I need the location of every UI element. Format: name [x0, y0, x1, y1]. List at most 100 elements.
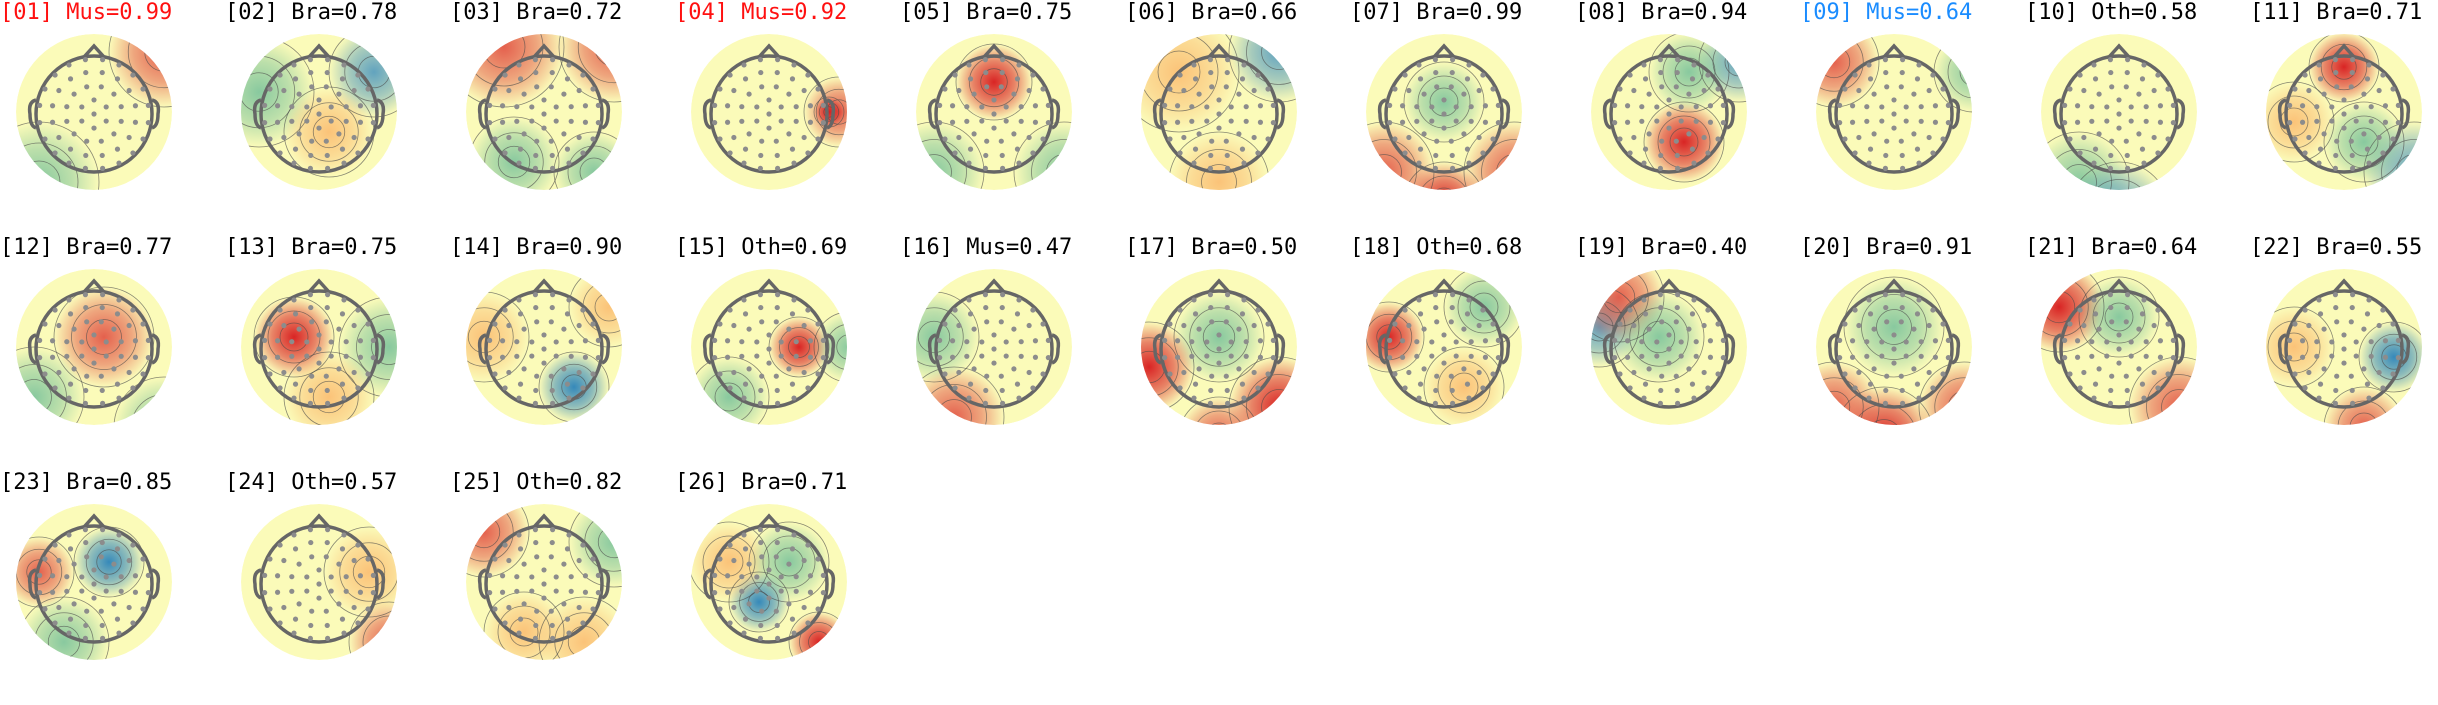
electrode-markers	[2287, 57, 2401, 171]
head-outline	[27, 278, 161, 409]
component-cell[interactable]: [23] Bra=0.85	[0, 470, 225, 705]
scalp-topomap	[16, 269, 172, 425]
scalp-topomap	[16, 34, 172, 190]
electrode-markers	[262, 292, 376, 406]
component-title: [19] Bra=0.40	[1575, 235, 1800, 261]
electrode-markers	[37, 57, 151, 171]
component-cell[interactable]: [04] Mus=0.92	[675, 0, 900, 235]
head-outline	[252, 43, 386, 174]
scalp-topomap	[1141, 269, 1297, 425]
electrode-markers	[1837, 292, 1951, 406]
component-label: Oth=0.57	[291, 470, 398, 495]
electrode-markers	[1162, 57, 1276, 171]
scalp-topomap	[1141, 34, 1297, 190]
component-title: [14] Bra=0.90	[450, 235, 675, 261]
component-cell[interactable]: [15] Oth=0.69	[675, 235, 900, 470]
component-id: [15]	[675, 235, 728, 260]
head-outline	[1377, 43, 1511, 174]
head-outline	[1827, 278, 1961, 409]
component-cell[interactable]: [11] Bra=0.71	[2250, 0, 2438, 235]
electrode-markers	[937, 57, 1051, 171]
scalp-topomap	[241, 269, 397, 425]
scalp-topomap	[2266, 269, 2422, 425]
component-label: Bra=0.99	[1416, 0, 1523, 25]
head-outline	[1377, 278, 1511, 409]
component-label: Bra=0.94	[1641, 0, 1748, 25]
component-cell[interactable]: [16] Mus=0.47	[900, 235, 1125, 470]
component-title: [15] Oth=0.69	[675, 235, 900, 261]
head-outline	[702, 278, 836, 409]
component-cell[interactable]: [21] Bra=0.64	[2025, 235, 2250, 470]
component-cell[interactable]: [17] Bra=0.50	[1125, 235, 1350, 470]
component-title: [26] Bra=0.71	[675, 470, 900, 496]
component-cell[interactable]: [09] Mus=0.64	[1800, 0, 2025, 235]
component-label: Oth=0.69	[741, 235, 848, 260]
component-title: [07] Bra=0.99	[1350, 0, 1575, 26]
electrode-markers	[1387, 57, 1501, 171]
scalp-topomap	[466, 269, 622, 425]
component-label: Bra=0.40	[1641, 235, 1748, 260]
component-title: [12] Bra=0.77	[0, 235, 225, 261]
component-cell[interactable]: [20] Bra=0.91	[1800, 235, 2025, 470]
head-outline	[1827, 43, 1961, 174]
head-outline	[2052, 278, 2186, 409]
component-cell[interactable]: [26] Bra=0.71	[675, 470, 900, 705]
component-label: Bra=0.71	[2316, 0, 2423, 25]
head-outline	[252, 513, 386, 644]
head-outline	[1152, 43, 1286, 174]
scalp-topomap	[916, 34, 1072, 190]
component-label: Bra=0.85	[66, 470, 173, 495]
component-cell[interactable]: [01] Mus=0.99	[0, 0, 225, 235]
scalp-topomap	[1816, 269, 1972, 425]
component-title: [22] Bra=0.55	[2250, 235, 2438, 261]
component-cell[interactable]: [22] Bra=0.55	[2250, 235, 2438, 470]
component-label: Mus=0.99	[66, 0, 173, 25]
component-cell[interactable]: [03] Bra=0.72	[450, 0, 675, 235]
head-outline	[927, 278, 1061, 409]
component-title: [08] Bra=0.94	[1575, 0, 1800, 26]
component-cell[interactable]: [08] Bra=0.94	[1575, 0, 1800, 235]
head-outline	[477, 43, 611, 174]
component-cell[interactable]: [14] Bra=0.90	[450, 235, 675, 470]
component-title: [04] Mus=0.92	[675, 0, 900, 26]
electrode-markers	[1387, 292, 1501, 406]
head-outline	[2277, 278, 2411, 409]
component-id: [22]	[2250, 235, 2303, 260]
component-id: [11]	[2250, 0, 2303, 25]
component-id: [08]	[1575, 0, 1628, 25]
component-title: [13] Bra=0.75	[225, 235, 450, 261]
component-id: [24]	[225, 470, 278, 495]
component-label: Oth=0.58	[2091, 0, 2198, 25]
scalp-topomap	[241, 504, 397, 660]
component-id: [19]	[1575, 235, 1628, 260]
component-cell[interactable]: [19] Bra=0.40	[1575, 235, 1800, 470]
component-id: [13]	[225, 235, 278, 260]
component-id: [18]	[1350, 235, 1403, 260]
component-cell[interactable]: [18] Oth=0.68	[1350, 235, 1575, 470]
electrode-markers	[487, 527, 601, 641]
component-cell[interactable]: [25] Oth=0.82	[450, 470, 675, 705]
electrode-markers	[487, 292, 601, 406]
component-cell[interactable]: [07] Bra=0.99	[1350, 0, 1575, 235]
component-cell[interactable]: [05] Bra=0.75	[900, 0, 1125, 235]
head-outline	[477, 278, 611, 409]
component-cell[interactable]: [10] Oth=0.58	[2025, 0, 2250, 235]
electrode-markers	[1162, 292, 1276, 406]
component-label: Mus=0.92	[741, 0, 848, 25]
scalp-topomap	[1816, 34, 1972, 190]
component-id: [16]	[900, 235, 953, 260]
component-cell[interactable]: [12] Bra=0.77	[0, 235, 225, 470]
component-id: [09]	[1800, 0, 1853, 25]
component-title: [23] Bra=0.85	[0, 470, 225, 496]
component-label: Oth=0.82	[516, 470, 623, 495]
head-outline	[1602, 278, 1736, 409]
electrode-markers	[1612, 292, 1726, 406]
component-cell[interactable]: [24] Oth=0.57	[225, 470, 450, 705]
component-title: [16] Mus=0.47	[900, 235, 1125, 261]
component-title: [20] Bra=0.91	[1800, 235, 2025, 261]
component-cell[interactable]: [06] Bra=0.66	[1125, 0, 1350, 235]
component-cell[interactable]: [02] Bra=0.78	[225, 0, 450, 235]
component-label: Bra=0.55	[2316, 235, 2423, 260]
component-id: [07]	[1350, 0, 1403, 25]
component-cell[interactable]: [13] Bra=0.75	[225, 235, 450, 470]
